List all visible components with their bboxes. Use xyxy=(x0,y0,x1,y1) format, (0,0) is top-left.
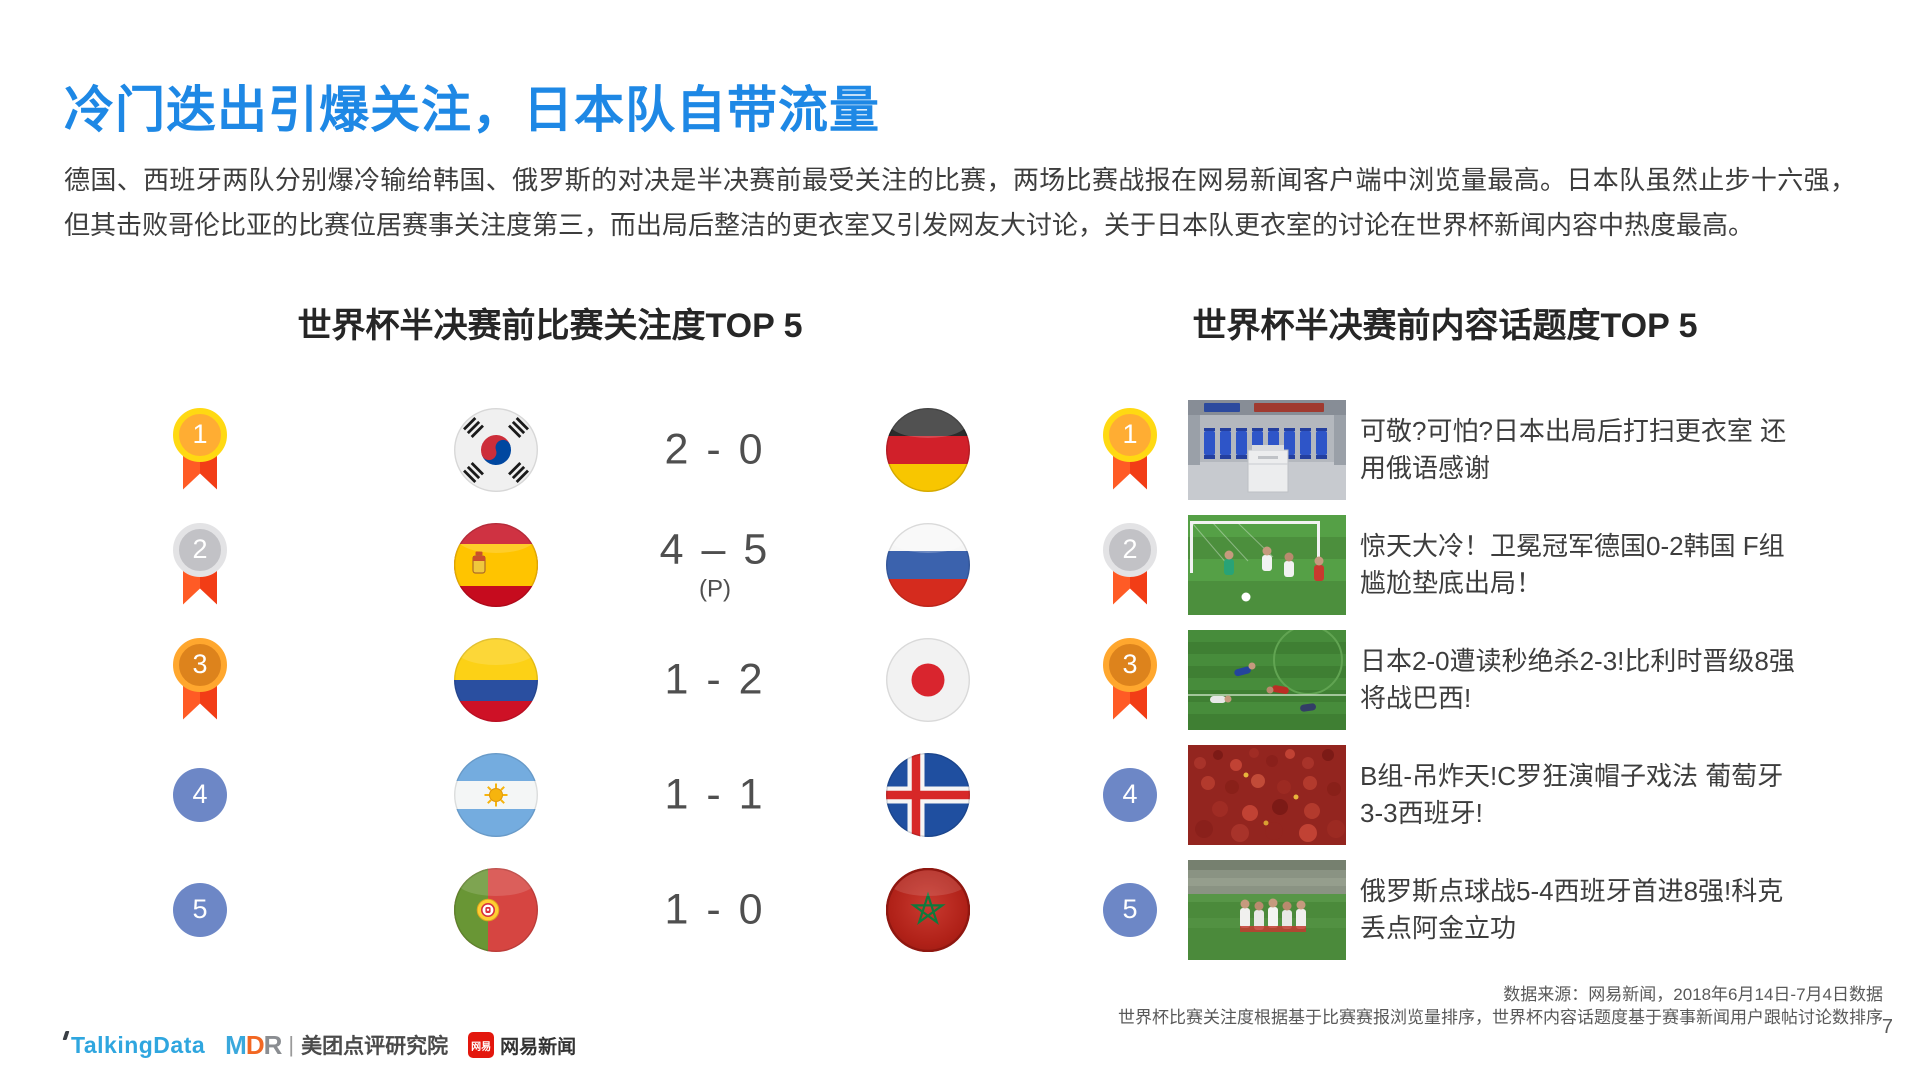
flag-south-korea-icon xyxy=(454,407,538,492)
rank-number: 1 xyxy=(192,419,208,449)
logo-divider: | xyxy=(288,1032,295,1057)
match-score: 4 – 5 (P) xyxy=(660,525,771,604)
rank-number: 2 xyxy=(1122,534,1138,564)
rank-number: 3 xyxy=(1122,649,1138,679)
rank-number: 5 xyxy=(192,894,208,924)
flag-spain-icon xyxy=(454,522,538,607)
portugal-spain-fans-photo xyxy=(1188,744,1346,845)
flag-morocco-icon xyxy=(886,867,970,952)
rank-1-medal-icon: 1 xyxy=(1103,407,1157,492)
rank-number: 3 xyxy=(192,649,208,679)
page-title: 冷门迭出引爆关注，日本队自带流量 xyxy=(64,82,880,138)
flag-portugal-icon xyxy=(454,867,538,952)
score-value: 4 – 5 xyxy=(659,525,771,573)
rank-5-badge-icon: 5 xyxy=(173,882,227,937)
rank-number: 1 xyxy=(1122,419,1138,449)
rank-number: 4 xyxy=(192,779,208,809)
content-topic-list: 1 xyxy=(1080,392,1920,970)
talkingdata-logo: TalkingData xyxy=(62,1030,205,1059)
score-value: 1 - 1 xyxy=(664,770,766,818)
flag-germany-icon xyxy=(886,407,970,492)
rank-number: 4 xyxy=(1122,779,1138,809)
footer-logos: TalkingData MDR | 美团点评研究院 网易 网易新闻 xyxy=(62,1029,577,1060)
match-score: 1 - 0 xyxy=(664,885,765,934)
match-score: 1 - 2 xyxy=(664,655,765,704)
page-number: 7 xyxy=(1881,1016,1893,1038)
match-row-4: 4 xyxy=(100,737,1000,852)
netease-news-label: 网易新闻 xyxy=(500,1036,577,1058)
match-row-3: 3 1 - 2 xyxy=(100,622,1000,737)
rank-1-medal-icon: 1 xyxy=(173,407,227,492)
russia-celebration-photo xyxy=(1188,859,1346,960)
intro-paragraph: 德国、西班牙两队分别爆冷输给韩国、俄罗斯的对决是半决赛前最受关注的比赛，两场比赛… xyxy=(64,165,1856,240)
topic-row-2: 2 惊天大冷！卫冕冠军德国0-2韩国 F组尴尬 xyxy=(1080,507,1920,622)
rank-3-medal-icon: 3 xyxy=(173,637,227,722)
rank-number: 2 xyxy=(192,534,208,564)
rank-number: 5 xyxy=(1122,894,1138,924)
rank-3-medal-icon: 3 xyxy=(1103,637,1157,722)
score-note: (P) xyxy=(698,575,731,602)
match-score: 2 - 0 xyxy=(664,425,765,474)
flag-colombia-icon xyxy=(454,637,538,722)
topic-headline: B组-吊炸天!C罗狂演帽子戏法 葡萄牙3-3西班牙! xyxy=(1360,760,1784,828)
rank-4-badge-icon: 4 xyxy=(1103,767,1157,822)
score-value: 1 - 0 xyxy=(664,885,766,933)
data-source-note: 数据来源：网易新闻，2018年6月14日-7月4日数据 世界杯比赛关注度根据基于… xyxy=(1118,983,1883,1029)
topic-row-3: 3 日本 xyxy=(1080,622,1920,737)
topic-row-4: 4 xyxy=(1080,737,1920,852)
rank-2-medal-icon: 2 xyxy=(1103,522,1157,607)
match-score: 1 - 1 xyxy=(664,770,765,819)
flag-argentina-icon xyxy=(454,752,538,837)
score-value: 1 - 2 xyxy=(664,655,766,703)
rank-5-badge-icon: 5 xyxy=(1103,882,1157,937)
right-panel-title: 世界杯半决赛前内容话题度TOP 5 xyxy=(1192,307,1698,345)
talkingdata-tick-icon xyxy=(62,1030,70,1040)
flag-iceland-icon xyxy=(886,752,970,837)
match-row-5: 5 xyxy=(100,852,1000,967)
netease-logo-icon: 网易 xyxy=(468,1032,495,1058)
meituan-dianping-institute-label: 美团点评研究院 xyxy=(301,1035,449,1058)
topic-row-5: 5 俄罗斯点球战5-4西班牙首进8强!科克丢点 xyxy=(1080,852,1920,967)
rank-2-medal-icon: 2 xyxy=(173,522,227,607)
match-row-2: 2 4 – 5 (P) xyxy=(100,507,1000,622)
score-value: 2 - 0 xyxy=(664,425,766,473)
topic-headline: 惊天大冷！卫冕冠军德国0-2韩国 F组尴尬垫底出局！ xyxy=(1360,530,1785,598)
topic-headline: 俄罗斯点球战5-4西班牙首进8强!科克丢点阿金立功 xyxy=(1360,875,1784,943)
topic-headline: 日本2-0遭读秒绝杀2-3!比利时晋级8强将战巴西! xyxy=(1360,645,1795,713)
source-line-2: 世界杯比赛关注度根据基于比赛赛报浏览量排序，世界杯内容话题度基于赛事新闻用户跟帖… xyxy=(1118,1008,1883,1027)
source-line-1: 数据来源：网易新闻，2018年6月14日-7月4日数据 xyxy=(1503,985,1883,1004)
flag-russia-icon xyxy=(886,522,970,607)
mdr-logo: MDR xyxy=(225,1029,282,1060)
flag-japan-icon xyxy=(886,637,970,722)
japan-belgium-match-photo xyxy=(1188,629,1346,730)
topic-row-1: 1 xyxy=(1080,392,1920,507)
match-row-1: 1 xyxy=(100,392,1000,507)
left-panel-title: 世界杯半决赛前比赛关注度TOP 5 xyxy=(297,307,803,345)
match-attention-list: 1 xyxy=(100,392,1000,970)
japan-locker-room-photo xyxy=(1188,399,1346,500)
germany-korea-match-photo xyxy=(1188,514,1346,615)
rank-4-badge-icon: 4 xyxy=(173,767,227,822)
topic-headline: 可敬?可怕?日本出局后打扫更衣室 还用俄语感谢 xyxy=(1360,415,1787,483)
